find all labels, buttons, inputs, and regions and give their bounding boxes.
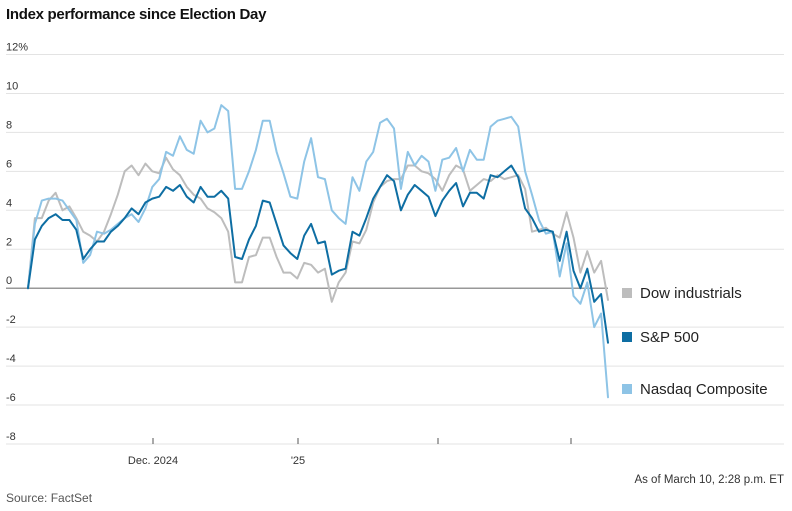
y-tick-label: 10 [6, 80, 18, 92]
x-axis-ticks: Dec. 2024 '25 [128, 438, 572, 467]
y-tick-label: 8 [6, 119, 12, 131]
legend-swatch [622, 384, 632, 394]
series-lines [27, 104, 609, 399]
chart-title: Index performance since Election Day [6, 6, 267, 23]
y-tick-label: -4 [6, 353, 16, 365]
y-tick-label: -6 [6, 392, 16, 404]
y-tick-label: -2 [6, 314, 16, 326]
source-note: Source: FactSet [6, 491, 93, 505]
as-of-note: As of March 10, 2:28 p.m. ET [634, 474, 784, 486]
y-tick-label: 0 [6, 275, 12, 287]
legend: Dow industrials S&P 500 Nasdaq Composite [622, 285, 768, 398]
series-line-dow-industrials [27, 156, 609, 303]
y-tick-label: 2 [6, 236, 12, 248]
y-axis-ticks: 12% 10 8 6 4 2 0 -2 -4 -6 -8 [6, 42, 28, 444]
y-tick-label: 4 [6, 197, 12, 209]
series-line-s-p-500 [27, 164, 609, 344]
legend-label: Nasdaq Composite [640, 381, 768, 398]
legend-swatch [622, 288, 632, 298]
y-tick-label: -8 [6, 431, 16, 443]
legend-label: Dow industrials [640, 285, 742, 302]
line-chart: 12% 10 8 6 4 2 0 -2 -4 -6 -8 Dec. 2024 '25 Dow indu… [6, 42, 784, 467]
x-tick-label: '25 [291, 455, 305, 467]
series-line-nasdaq-composite [27, 104, 609, 399]
legend-label: S&P 500 [640, 329, 699, 346]
legend-swatch [622, 332, 632, 342]
y-tick-label: 6 [6, 158, 12, 170]
y-tick-label: 12% [6, 42, 28, 54]
x-tick-label: Dec. 2024 [128, 455, 178, 467]
gridlines [6, 54, 784, 445]
